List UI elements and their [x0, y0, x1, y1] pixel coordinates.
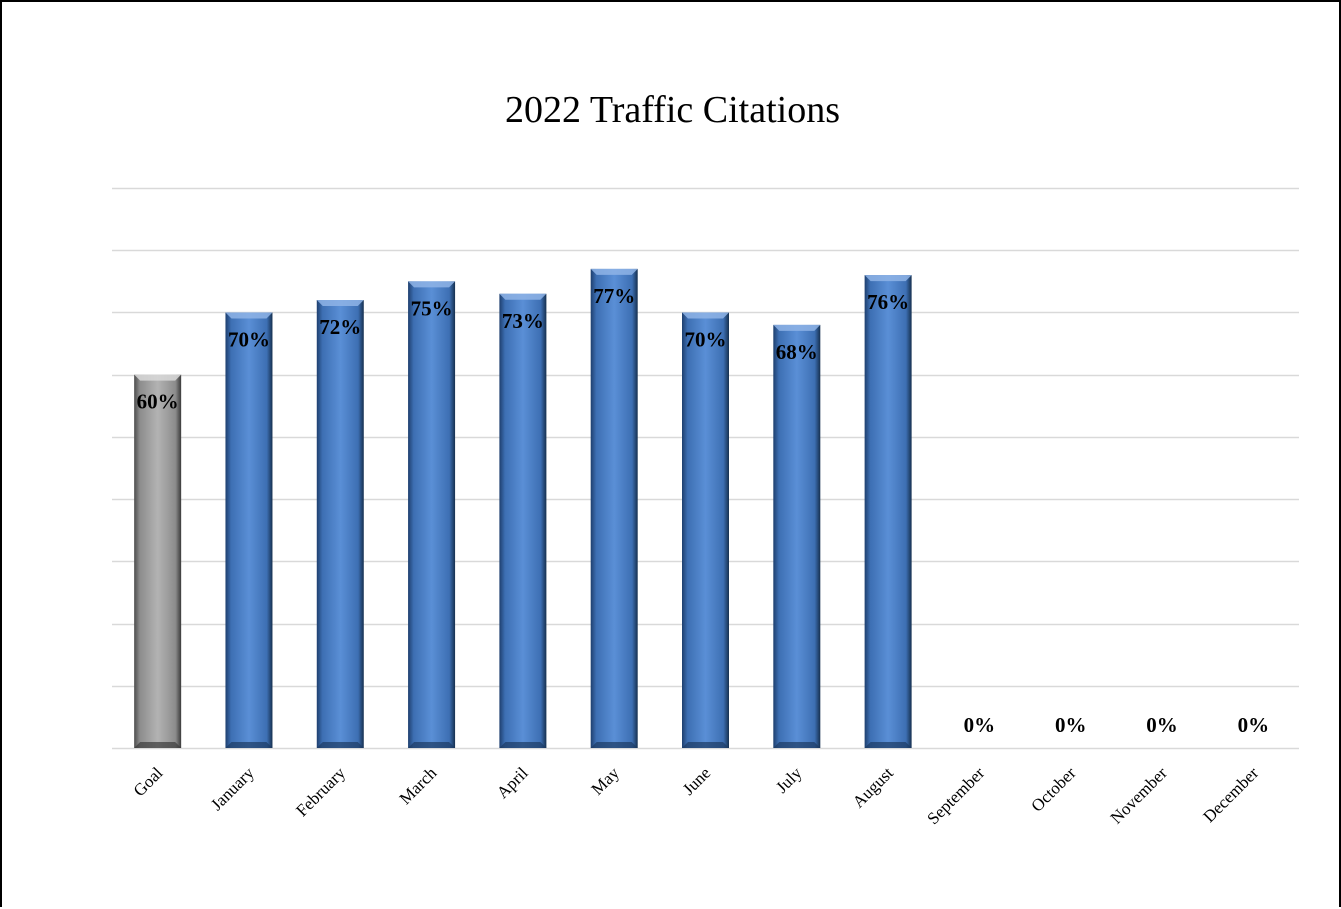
bar-january [225, 312, 273, 748]
bar-may [590, 268, 638, 748]
bar-body [316, 300, 364, 748]
bar-april [499, 293, 547, 748]
bar-body [682, 312, 729, 748]
category-label-june: June [679, 763, 714, 798]
bar-august [864, 275, 912, 748]
category-label-april: April [493, 763, 532, 802]
bar-bevel-top [225, 312, 273, 319]
bar-february [316, 300, 364, 748]
bar-body [864, 275, 912, 748]
bar-bevel-bottom [408, 742, 456, 748]
bar-bevel-bottom [225, 742, 273, 748]
bar-bevel-bottom [134, 742, 182, 748]
bar-bevel-bottom [590, 742, 638, 748]
bar-june [682, 312, 729, 748]
category-labels: Goal January February March April May June July… [130, 763, 1263, 828]
category-label-march: March [396, 763, 441, 808]
category-label-goal: Goal [130, 763, 167, 800]
data-label-december: 0% [1238, 713, 1270, 737]
data-label-may: 77% [593, 284, 635, 308]
data-label-november: 0% [1146, 713, 1178, 737]
data-label-october: 0% [1055, 713, 1087, 737]
data-label-march: 75% [411, 296, 453, 320]
bar-bevel-bottom [864, 742, 912, 748]
bar-body [225, 312, 273, 748]
bar-bevel-bottom [499, 742, 547, 748]
category-label-november: November [1107, 763, 1171, 827]
bar-body [499, 293, 547, 748]
bar-bevel-top [499, 293, 547, 300]
bar-bevel-top [408, 281, 456, 288]
data-label-january: 70% [228, 327, 270, 351]
data-label-september: 0% [964, 713, 996, 737]
category-label-august: August [849, 763, 897, 811]
data-label-goal: 60% [137, 390, 179, 414]
bar-bevel-top [134, 374, 182, 381]
bar-july [773, 324, 821, 748]
data-label-april: 73% [502, 309, 544, 333]
category-label-october: October [1027, 763, 1079, 815]
bar-body [773, 324, 821, 748]
bar-march [408, 281, 456, 748]
bar-body [134, 374, 182, 748]
bar-bevel-bottom [316, 742, 364, 748]
chart-title: 2022 Traffic Citations [505, 89, 840, 131]
category-label-december: December [1199, 763, 1262, 826]
data-label-july: 68% [776, 340, 818, 364]
data-label-august: 76% [867, 290, 909, 314]
data-labels: 60% 70% 72% 75% 73% 77% 70% 68% 76% 0% 0% 0% 0% [137, 284, 1269, 737]
bar-bevel-top [864, 275, 912, 282]
category-label-september: September [923, 763, 988, 828]
bar-goal [134, 374, 182, 748]
bars [134, 268, 912, 748]
bar-bevel-bottom [773, 742, 821, 748]
category-label-january: January [207, 763, 258, 814]
bar-bevel-top [590, 268, 638, 275]
bar-body [590, 268, 638, 748]
bar-bevel-bottom [682, 742, 729, 748]
bar-bevel-top [682, 312, 729, 319]
bar-bevel-top [773, 324, 821, 331]
data-label-june: 70% [685, 327, 727, 351]
category-label-july: July [772, 763, 806, 797]
data-label-february: 72% [319, 315, 361, 339]
category-label-february: February [292, 763, 349, 820]
category-label-may: May [588, 763, 624, 799]
bar-bevel-top [316, 300, 364, 306]
bar-body [408, 281, 456, 748]
